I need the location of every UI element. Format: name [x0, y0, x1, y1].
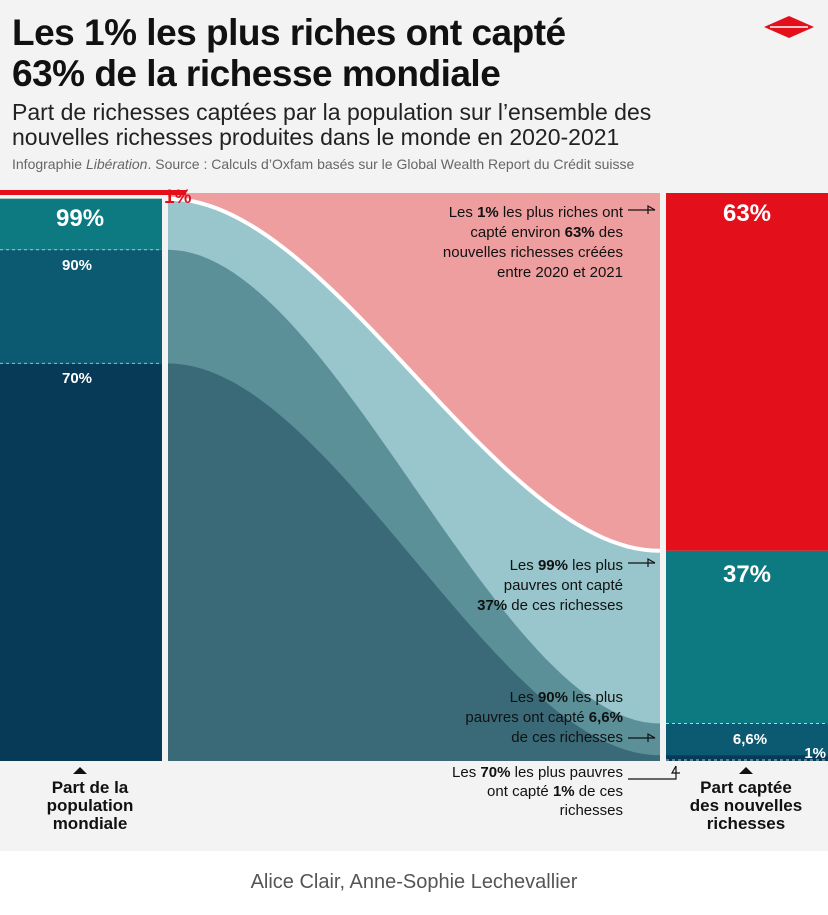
annotation-text: richesses [560, 802, 623, 819]
author-credit: Alice Clair, Anne-Sophie Lechevallier [250, 871, 578, 893]
left-axis-label-line-1: population [47, 796, 134, 815]
annotation-text: 90% [538, 689, 568, 706]
annotation-text: Les [510, 557, 538, 574]
credit-band [0, 851, 828, 915]
subtitle: Part de richesses captées par la populat… [12, 100, 812, 150]
annotation-text: 37% [477, 597, 507, 614]
annotation-text: capté environ [470, 224, 564, 241]
share-label-37: 37% [723, 561, 771, 588]
population-bar-90 [0, 249, 162, 364]
annotation-0-line-0: Les 1% les plus riches ont [449, 204, 624, 221]
annotation-3-line-0: Les 70% les plus pauvres [452, 764, 623, 781]
share-label-1: 1% [804, 745, 826, 762]
right-axis-triangle-icon [739, 767, 753, 774]
subtitle-line-1: Part de richesses captées par la populat… [12, 99, 652, 125]
tick-label-90: 90% [62, 257, 92, 274]
population-bar-1 [0, 190, 186, 195]
annotation-text: 99% [538, 557, 568, 574]
source-prefix: Infographie [12, 156, 86, 172]
subtitle-line-2: nouvelles richesses produites dans le mo… [12, 124, 620, 150]
arrow-1-line [628, 766, 677, 780]
annotation-text: Les [452, 764, 480, 781]
population-bar-70 [0, 363, 162, 761]
annotation-text: de ces richesses [511, 729, 623, 746]
arrow-63-head [647, 204, 656, 214]
annotation-text: les plus pauvres [510, 764, 623, 781]
annotation-text: 1% [477, 204, 499, 221]
population-bar-99 [0, 198, 162, 250]
right-axis-label-line-1: des nouvelles [690, 796, 802, 815]
share-label-6-6: 6,6% [733, 731, 767, 748]
wealth-bar-1 [666, 755, 828, 761]
annotation-1-line-2: 37% de ces richesses [477, 597, 623, 614]
annotation-text: des [595, 224, 623, 241]
annotation-text: pauvres ont capté [504, 577, 623, 594]
wealth-bar-6-6 [666, 723, 828, 761]
source-brand: Libération [85, 156, 148, 172]
annotation-text: Les [510, 689, 538, 706]
annotation-2-line-0: Les 90% les plus [510, 689, 623, 706]
arrow-1-head [670, 765, 680, 774]
annotation-2-line-1: pauvres ont capté 6,6% [465, 709, 623, 726]
annotation-text: les plus [568, 689, 623, 706]
annotation-text: nouvelles richesses créées [443, 244, 623, 261]
annotation-3-line-1: ont capté 1% de ces [487, 783, 623, 800]
arrow-6-6-head [647, 732, 656, 742]
annotation-text: 70% [480, 764, 510, 781]
source-note: Infographie Libération. Source : Calculs… [12, 156, 634, 172]
title-line-2: 63% de la richesse mondiale [12, 53, 501, 94]
annotation-2-line-2: de ces richesses [511, 729, 623, 746]
annotation-text: 63% [565, 224, 595, 241]
annotation-1-line-0: Les 99% les plus [510, 557, 623, 574]
annotation-text: Les [449, 204, 477, 221]
right-axis-label-line-2: richesses [707, 814, 785, 833]
wealth-bar-63 [666, 193, 828, 551]
annotation-0-line-2: nouvelles richesses créées [443, 244, 623, 261]
annotation-text: pauvres ont capté [465, 709, 588, 726]
annotation-text: de ces [575, 783, 623, 800]
page-title: Les 1% les plus riches ont capté 63% de … [12, 12, 752, 94]
flow-band-bottom-70 [168, 363, 660, 761]
tick-label-1: 1% [164, 187, 192, 208]
annotation-text: les plus riches ont [499, 204, 624, 221]
annotation-1-line-1: pauvres ont capté [504, 577, 623, 594]
flow-edge-line [167, 196, 661, 553]
source-rest: . Source : Calculs d’Oxfam basés sur le … [147, 156, 635, 172]
tick-label-70: 70% [62, 370, 92, 387]
annotation-text: entre 2020 et 2021 [497, 264, 623, 281]
annotation-0-line-1: capté environ 63% des [470, 224, 623, 241]
annotation-3-line-2: richesses [560, 802, 623, 819]
annotation-text: ont capté [487, 783, 553, 800]
annotation-0-line-3: entre 2020 et 2021 [497, 264, 623, 281]
tick-label-99: 99% [56, 205, 104, 232]
right-axis-label-line-0: Part captée [700, 778, 792, 797]
left-axis-label-line-0: Part de la [52, 778, 129, 797]
share-label-63: 63% [723, 200, 771, 227]
arrow-37-head [647, 557, 656, 567]
annotation-text: 1% [553, 783, 575, 800]
left-axis-label-line-2: mondiale [53, 814, 128, 833]
annotation-text: de ces richesses [507, 597, 623, 614]
left-axis-triangle-icon [73, 767, 87, 774]
title-line-1: Les 1% les plus riches ont capté [12, 12, 566, 53]
annotation-text: 6,6% [589, 709, 623, 726]
annotation-text: les plus [568, 557, 623, 574]
liberation-logo-icon [764, 16, 814, 43]
